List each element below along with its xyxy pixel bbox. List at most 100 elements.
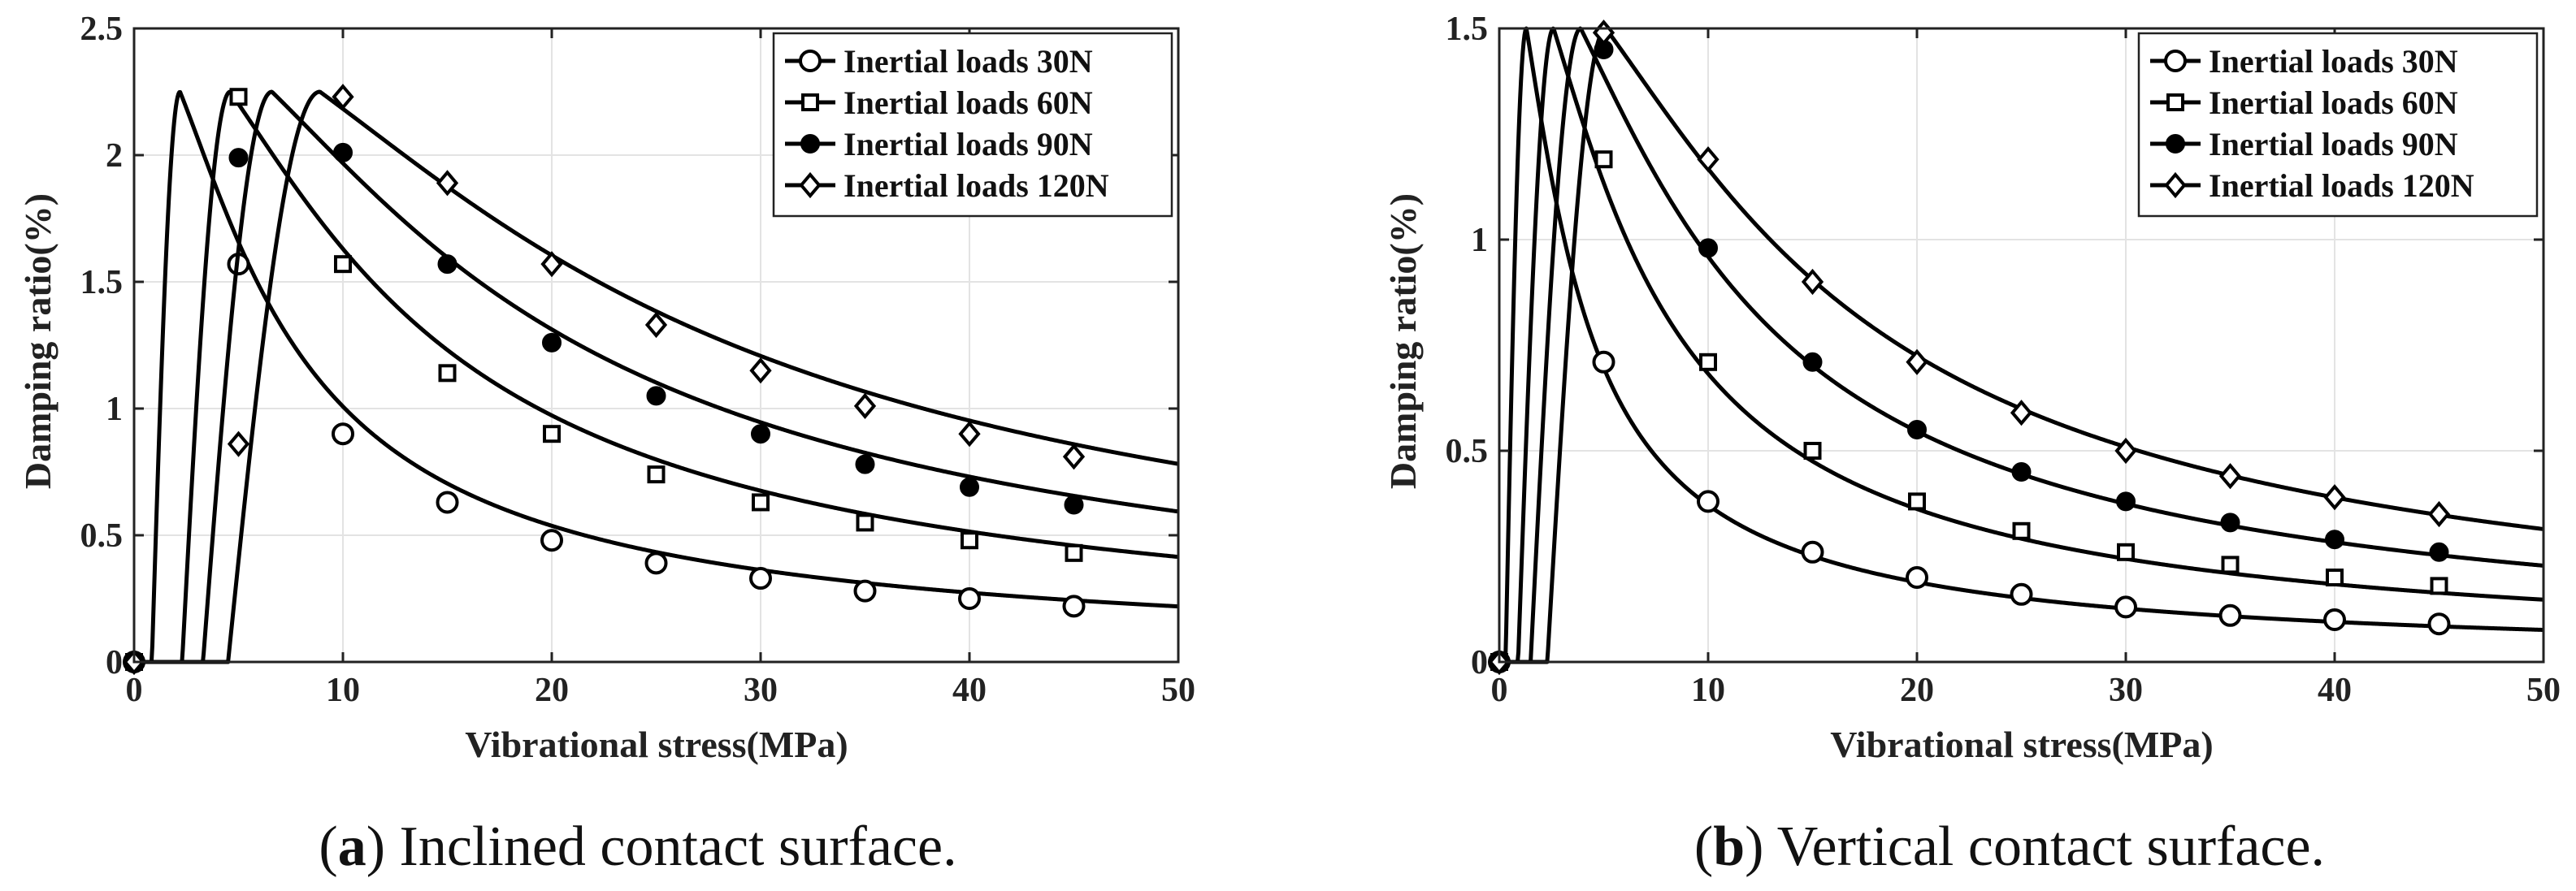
panel-b-data-point (1697, 146, 1720, 173)
panel-a-data-point (647, 465, 666, 484)
panel-b-data-point (2218, 463, 2242, 490)
panel-b-data-point (2326, 569, 2344, 586)
panel-b-legend-label: Inertial loads 30N (2209, 43, 2458, 80)
panel-a-data-point (1065, 543, 1083, 562)
panel-b-axes-box (1498, 27, 2545, 664)
panel-b-data-point (2323, 484, 2346, 511)
panel-a-series (123, 84, 1180, 676)
panel-a-data-point (749, 567, 772, 590)
panel-b-y-tick-label: 0.5 (1446, 433, 1489, 470)
panel-b-data-point (2427, 500, 2451, 528)
panel-b-legend-label: Inertial loads 120N (2209, 167, 2474, 204)
panel-b-caption: (b) Vertical contact surface. (1694, 815, 2325, 878)
panel-a-y-tick-label: 1.5 (80, 264, 124, 301)
panel-a-data-point (436, 491, 459, 514)
panel-a-legend-marker (800, 134, 820, 154)
panel-b-legend-box (2137, 32, 2539, 218)
panel-b-series-4 (1488, 19, 2545, 676)
panel-a-data-point (856, 513, 874, 532)
panel-b-data-point (1801, 540, 1824, 564)
panel-a-data-point (333, 142, 353, 162)
panel-b-data-point (1907, 420, 1927, 439)
panel-a-x-tick-label: 50 (1161, 672, 1195, 709)
panel-a-data-point (646, 386, 666, 406)
panel-a-data-point (958, 421, 981, 448)
panel-b-legend-item: Inertial loads 120N (2150, 167, 2474, 204)
panel-b-legend-marker (2166, 134, 2185, 154)
panel-a-data-point (229, 88, 248, 106)
panel-a-series-2 (125, 88, 1180, 671)
panel-b-tick-labels: 0 10 20 30 40 50 0 0.5 1 1.5 (1446, 11, 2561, 709)
panel-b-data-point (1697, 490, 1720, 513)
panel-b-y-tick-label: 0 (1471, 644, 1488, 681)
panel-b-x-tick-label: 0 (1491, 672, 1508, 709)
panel-b-x-tick-label: 30 (2109, 672, 2143, 709)
panel-a-legend-marker (799, 171, 822, 199)
panel-b-data-point (2012, 521, 2031, 540)
panel-b-legend-label: Inertial loads 60N (2209, 84, 2458, 121)
panel-a-legend-item: Inertial loads 120N (785, 167, 1109, 204)
panel-a-caption-label: a (338, 815, 366, 878)
panel-a-x-axis-label: Vibrational stress(MPa) (465, 724, 848, 765)
panel-b-data-point (1594, 150, 1613, 169)
panel-a-data-point (958, 587, 981, 610)
panel-b-chart: 0 10 20 30 40 50 0 0.5 1 1.5 Vibrational stress(M… (1382, 11, 2561, 878)
panel-b-data-point (1698, 238, 1718, 258)
panel-b-data-point (2325, 530, 2344, 550)
panel-b-data-point (2010, 582, 2033, 606)
panel-a-series-3 (124, 89, 1180, 672)
panel-a-data-point (752, 493, 770, 512)
panel-a-legend-box (772, 32, 1173, 218)
panel-b-caption-text: Vertical contact surface. (1777, 815, 2325, 878)
panel-a-data-point (438, 364, 457, 383)
panel-a-data-point (543, 425, 561, 443)
panel-a-tick-labels: 0 10 20 30 40 50 0 0.5 1 1.5 2 2.5 (80, 11, 1196, 709)
panel-b-data-point (1906, 348, 1928, 375)
panel-b-data-point (2218, 603, 2242, 627)
panel-a-y-axis-label: Damping ratio(%) (17, 193, 59, 489)
panel-a-series-4 (123, 84, 1180, 676)
panel-a-caption: (a) Inclined contact surface. (319, 815, 956, 878)
panel-a-legend-label: Inertial loads 30N (843, 43, 1093, 80)
panel-b-data-point (2114, 437, 2137, 465)
panel-b-legend-item: Inertial loads 30N (2150, 43, 2458, 80)
panel-a-y-tick-label: 2.5 (80, 11, 124, 48)
panel-b-x-tick-label: 20 (1900, 672, 1934, 709)
panel-a-x-tick-label: 20 (535, 672, 569, 709)
panel-b-legend-marker (2164, 171, 2187, 199)
panel-a-data-point (853, 392, 877, 419)
panel-b-data-point (2011, 462, 2032, 482)
panel-a-data-point (644, 311, 668, 339)
panel-b-data-point (1592, 350, 1615, 374)
panel-a-legend: Inertial loads 30N Inertial loads 60N Iner… (772, 32, 1173, 218)
panel-b-data-point (1906, 566, 1928, 589)
panel-a-x-tick-label: 0 (126, 672, 143, 709)
panel-b-series-2 (1490, 26, 2545, 671)
panel-a-data-point (332, 84, 354, 110)
panel-b-x-tick-label: 40 (2318, 672, 2352, 709)
panel-a-data-point (437, 254, 458, 275)
panel-a-legend-marker (801, 93, 819, 111)
panel-a-data-point (540, 251, 563, 278)
panel-b-data-point (2116, 491, 2136, 512)
panel-a-legend-marker (799, 50, 822, 72)
panel-b-y-tick-label: 1 (1471, 222, 1488, 259)
panel-a-data-point (542, 332, 562, 353)
panel-a-series-line (132, 89, 1180, 664)
panel-a-legend-item: Inertial loads 90N (785, 126, 1093, 162)
panel-b-x-tick-label: 10 (1691, 672, 1725, 709)
panel-a-data-point (961, 531, 978, 550)
panel-a-data-point (540, 529, 563, 552)
panel-b-legend-item: Inertial loads 90N (2150, 126, 2458, 162)
panel-a-y-tick-label: 1 (106, 391, 123, 428)
panel-a-series-line (132, 89, 1180, 664)
panel-a-x-tick-label: 30 (744, 672, 778, 709)
panel-a-legend-item: Inertial loads 60N (785, 84, 1093, 121)
panel-b-data-point (2220, 513, 2240, 533)
panel-b-frame (1498, 27, 2545, 664)
panel-a-y-tick-label: 2 (106, 137, 123, 175)
panel-a-data-point (644, 551, 668, 575)
panel-a-data-point (436, 170, 459, 197)
panel-a-frame (132, 27, 1180, 664)
